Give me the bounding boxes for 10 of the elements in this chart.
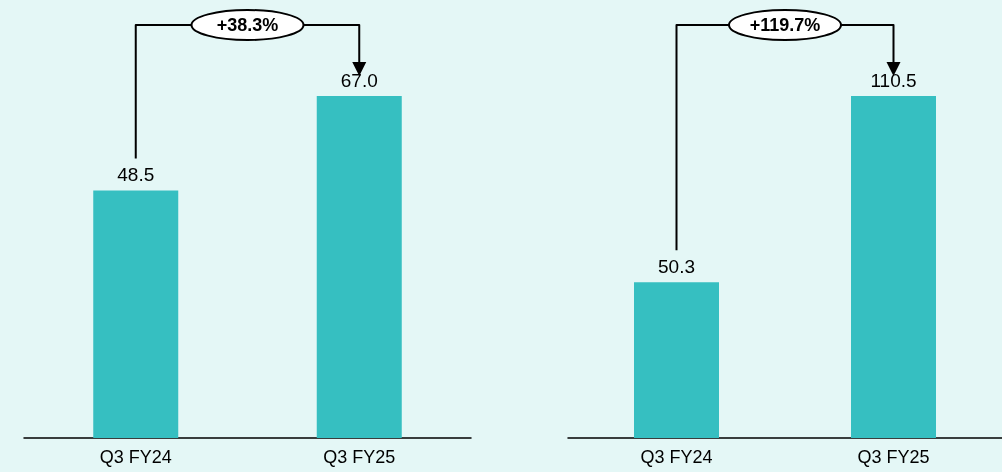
data-label: 110.5 [870, 69, 917, 91]
data-label: 67.0 [340, 69, 378, 91]
data-label: 50.3 [658, 256, 695, 278]
x-tick-label: Q3 FY24 [99, 447, 172, 467]
text: +119.7% [749, 15, 821, 35]
text: +38.3% [216, 15, 279, 35]
x-tick-label: Q3 FY24 [640, 447, 713, 467]
x-tick-label: Q3 FY25 [857, 447, 930, 467]
x-tick-label: Q3 FY25 [323, 447, 396, 467]
data-label: 48.5 [117, 164, 155, 186]
